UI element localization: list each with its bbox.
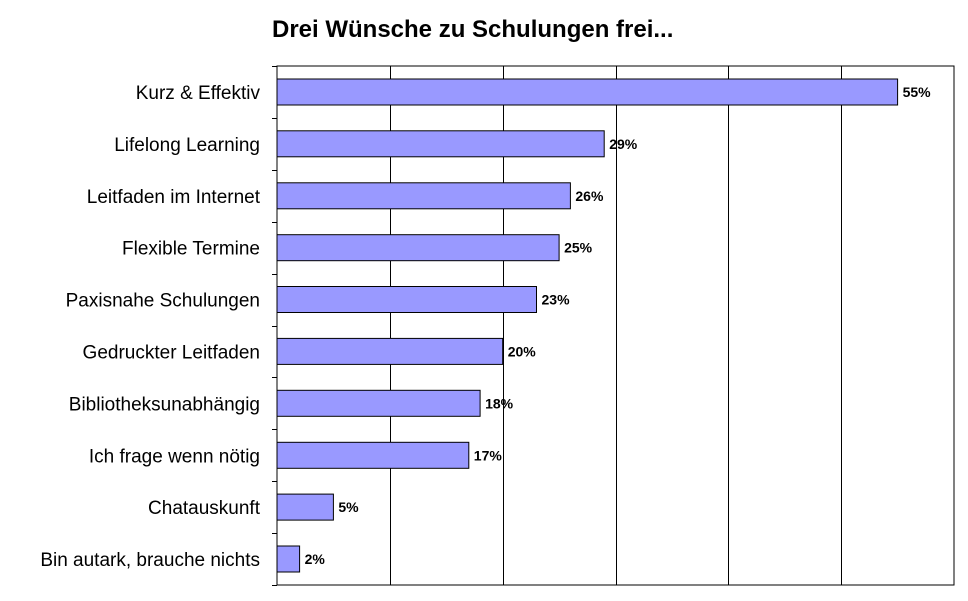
bar: [276, 389, 481, 417]
category-label: Bibliotheksunabhängig: [69, 394, 260, 415]
bar: [276, 78, 899, 106]
labels: Kurz & Effektiv 55% Lifelong Learning 29% Le…: [40, 83, 931, 571]
bar: [276, 493, 334, 521]
category-label: Leitfaden im Internet: [87, 187, 261, 208]
data-label: 55%: [903, 84, 932, 100]
data-label: 20%: [508, 343, 537, 359]
chart-title: Drei Wünsche zu Schulungen frei...: [272, 16, 674, 43]
data-label: 25%: [564, 240, 593, 256]
data-label: 5%: [338, 499, 359, 515]
category-ticks: [272, 66, 277, 586]
category-label: Bin autark, brauche nichts: [40, 550, 260, 571]
category-label: Ich frage wenn nötig: [89, 446, 260, 467]
category-label: Gedruckter Leitfaden: [83, 342, 260, 363]
bar: [276, 441, 470, 469]
bar: [276, 545, 301, 573]
bars: [276, 78, 899, 573]
category-label: Chatauskunft: [148, 498, 261, 519]
bar: [276, 182, 571, 210]
data-label: 18%: [485, 395, 514, 411]
bar: [276, 286, 537, 313]
data-label: 29%: [609, 136, 638, 152]
category-label: Lifelong Learning: [114, 135, 260, 156]
bar: [276, 234, 560, 262]
category-label: Kurz & Effektiv: [136, 83, 261, 104]
category-label: Flexible Termine: [122, 239, 260, 260]
data-label: 17%: [474, 447, 503, 463]
bar: [276, 130, 605, 158]
data-label: 2%: [305, 551, 326, 567]
bar: [276, 337, 504, 365]
data-label: 23%: [542, 292, 571, 308]
category-label: Paxisnahe Schulungen: [66, 291, 260, 312]
data-label: 26%: [575, 188, 604, 204]
